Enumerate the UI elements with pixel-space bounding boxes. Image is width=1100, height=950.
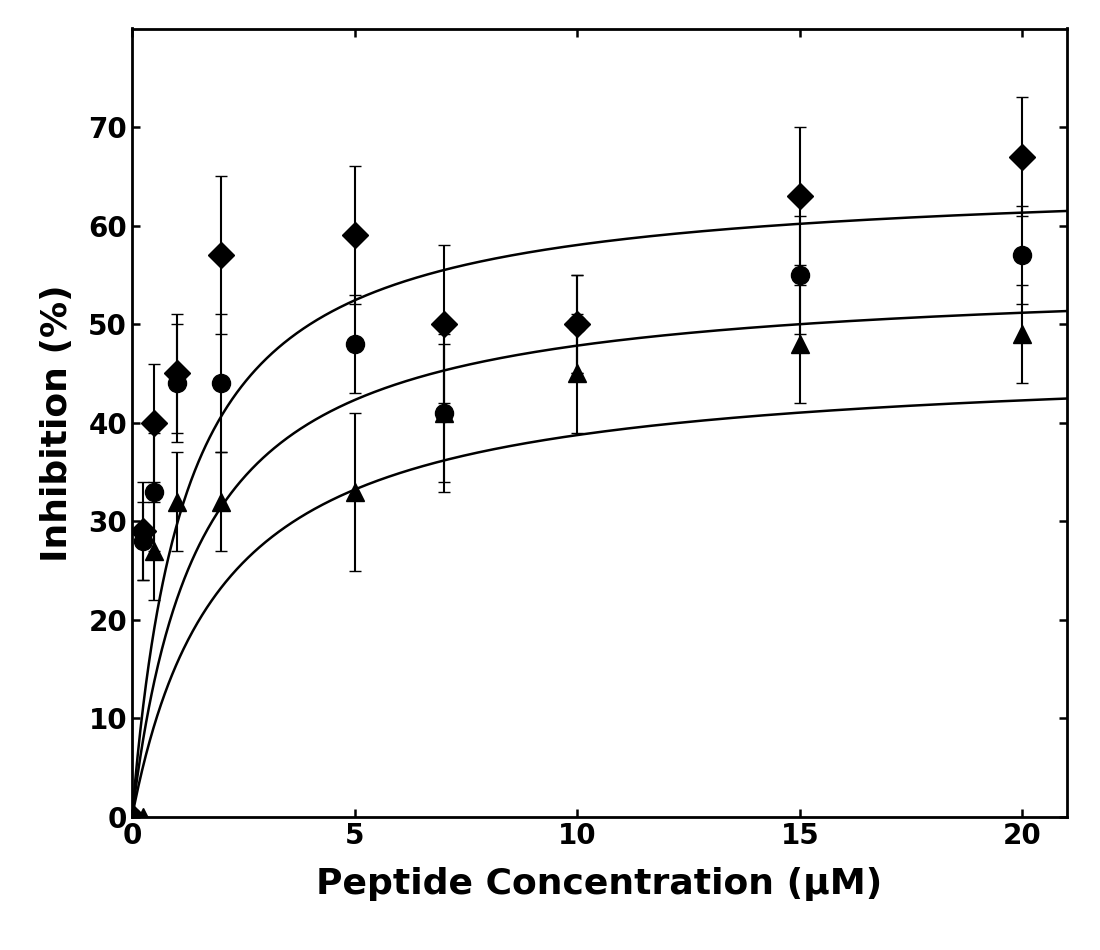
X-axis label: Peptide Concentration (μM): Peptide Concentration (μM) — [317, 866, 882, 901]
Y-axis label: Inhibition (%): Inhibition (%) — [41, 284, 75, 561]
